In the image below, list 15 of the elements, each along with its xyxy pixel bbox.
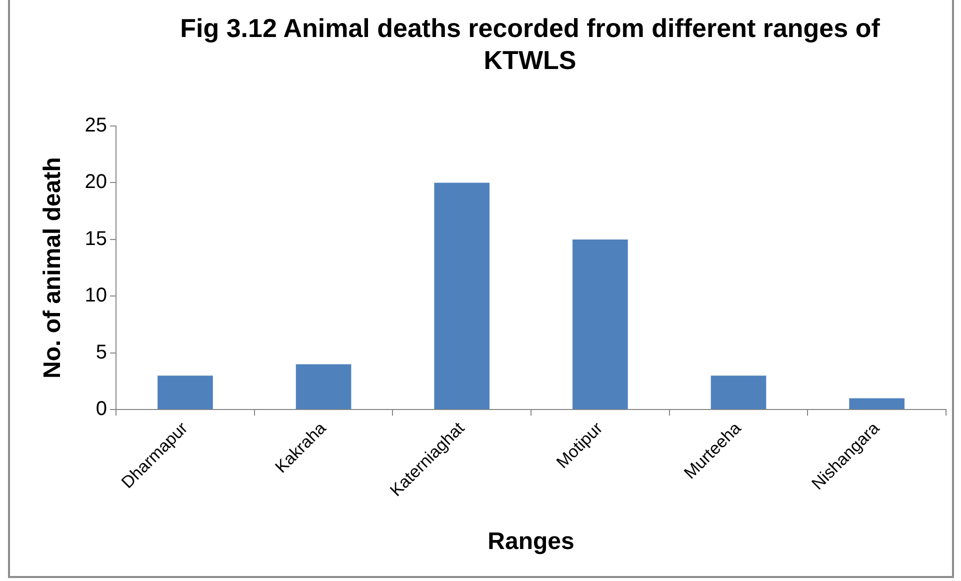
bar [434, 182, 490, 410]
bar [296, 364, 352, 410]
y-tick-label: 25 [84, 114, 108, 137]
bar [710, 376, 766, 410]
bar [158, 376, 213, 410]
y-tick-label: 15 [84, 228, 108, 250]
x-axis-title: Ranges [488, 528, 574, 556]
bar [572, 239, 628, 410]
y-axis-title: No. of animal death [39, 157, 66, 378]
y-tick-label: 20 [84, 171, 108, 194]
chart-title: Fig 3.12 Animal deaths recorded from different ranges of KTWLS [180, 12, 880, 76]
y-tick-label: 0 [96, 398, 108, 420]
bar [849, 398, 905, 410]
y-tick-label: 5 [96, 341, 108, 364]
y-tick-label: 10 [84, 284, 108, 307]
